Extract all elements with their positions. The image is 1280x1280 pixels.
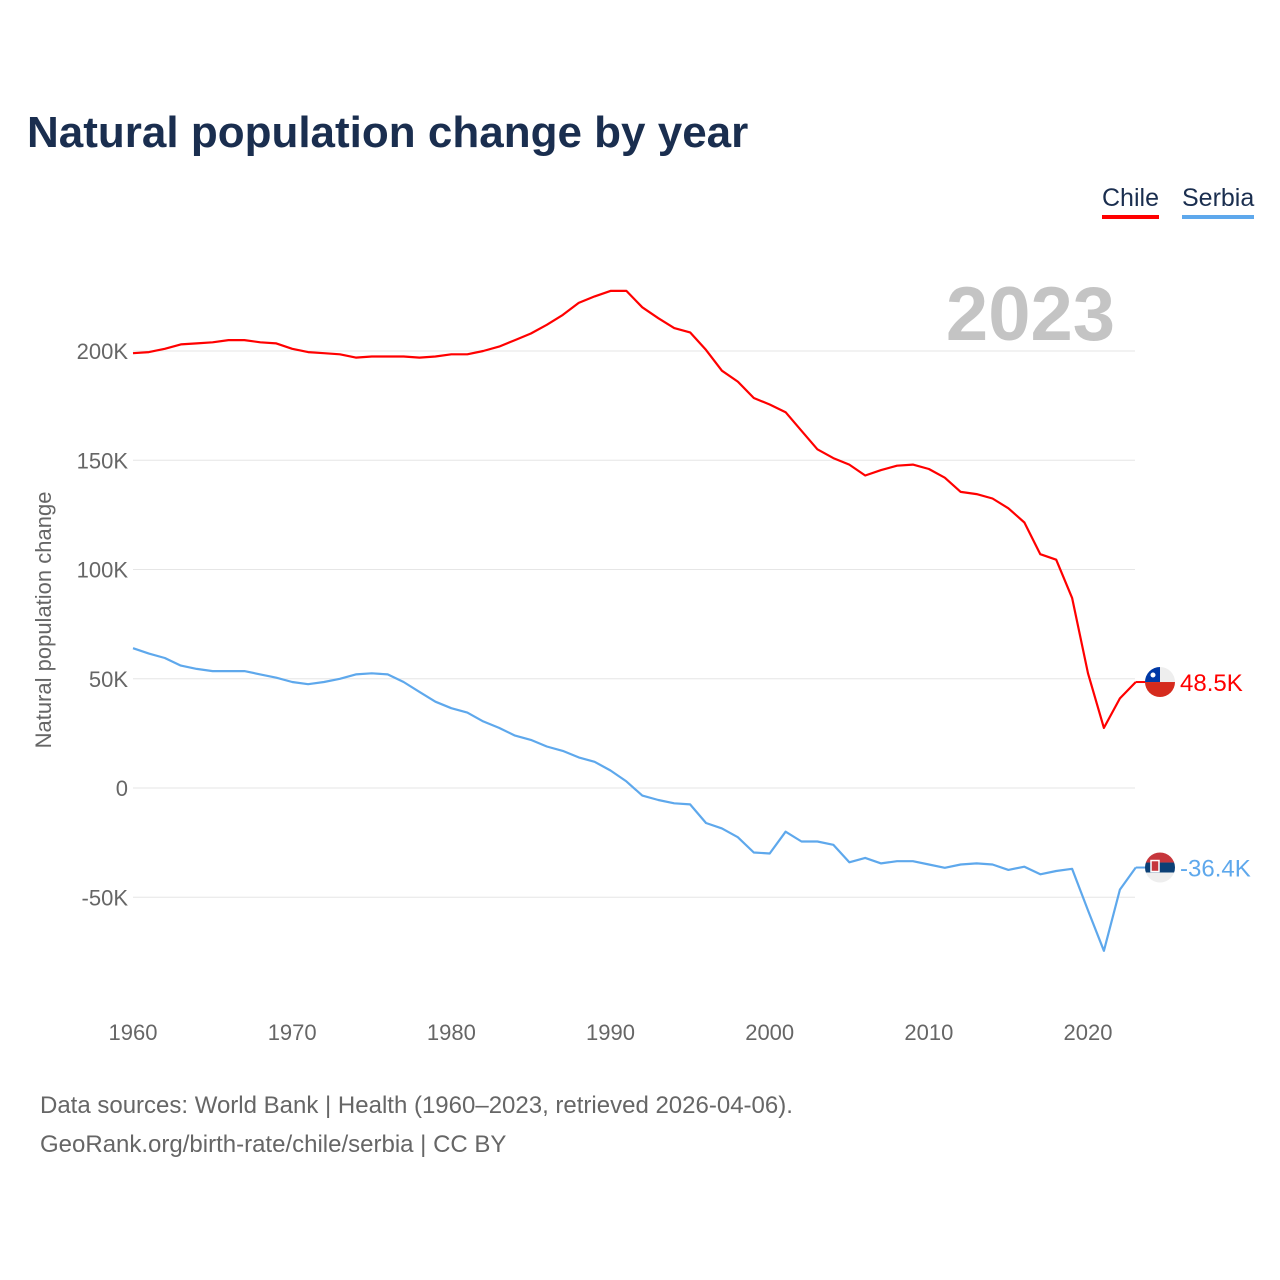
x-tick-label: 1970 [268,1020,317,1045]
y-axis-label: Natural population change [31,492,56,749]
y-tick-label: 100K [77,558,129,583]
chart-title: Natural population change by year [27,108,749,157]
year-watermark: 2023 [946,272,1115,357]
end-value-label-chile: 48.5K [1180,670,1243,697]
y-tick-label: 150K [77,448,129,473]
end-value-label-serbia: -36.4K [1180,856,1251,883]
y-tick-label: 50K [89,667,128,692]
legend-serbia[interactable]: Serbia [1182,184,1255,219]
x-tick-label: 2020 [1064,1020,1113,1045]
y-tick-label: 0 [116,776,128,801]
attribution-link[interactable]: GeoRank.org/birth-rate/chile/serbia | CC… [40,1131,507,1158]
footer: Data sources: World Bank | Health (1960–… [40,1086,793,1164]
flag-serbia-icon [1145,852,1175,883]
data-source-text: Data sources: World Bank | Health (1960–… [40,1092,793,1119]
legend-chile[interactable]: Chile [1102,184,1159,219]
y-tick-label: 200K [77,339,129,364]
series-line-serbia [132,647,1137,952]
flag-chile-icon [1145,667,1175,698]
x-tick-label: 1980 [427,1020,476,1045]
x-tick-label: 1990 [586,1020,635,1045]
y-tick-label: -50K [82,885,129,910]
x-tick-label: 2010 [904,1020,953,1045]
series-line-chile [132,289,1137,730]
x-tick-label: 1960 [109,1020,158,1045]
x-tick-label: 2000 [745,1020,794,1045]
